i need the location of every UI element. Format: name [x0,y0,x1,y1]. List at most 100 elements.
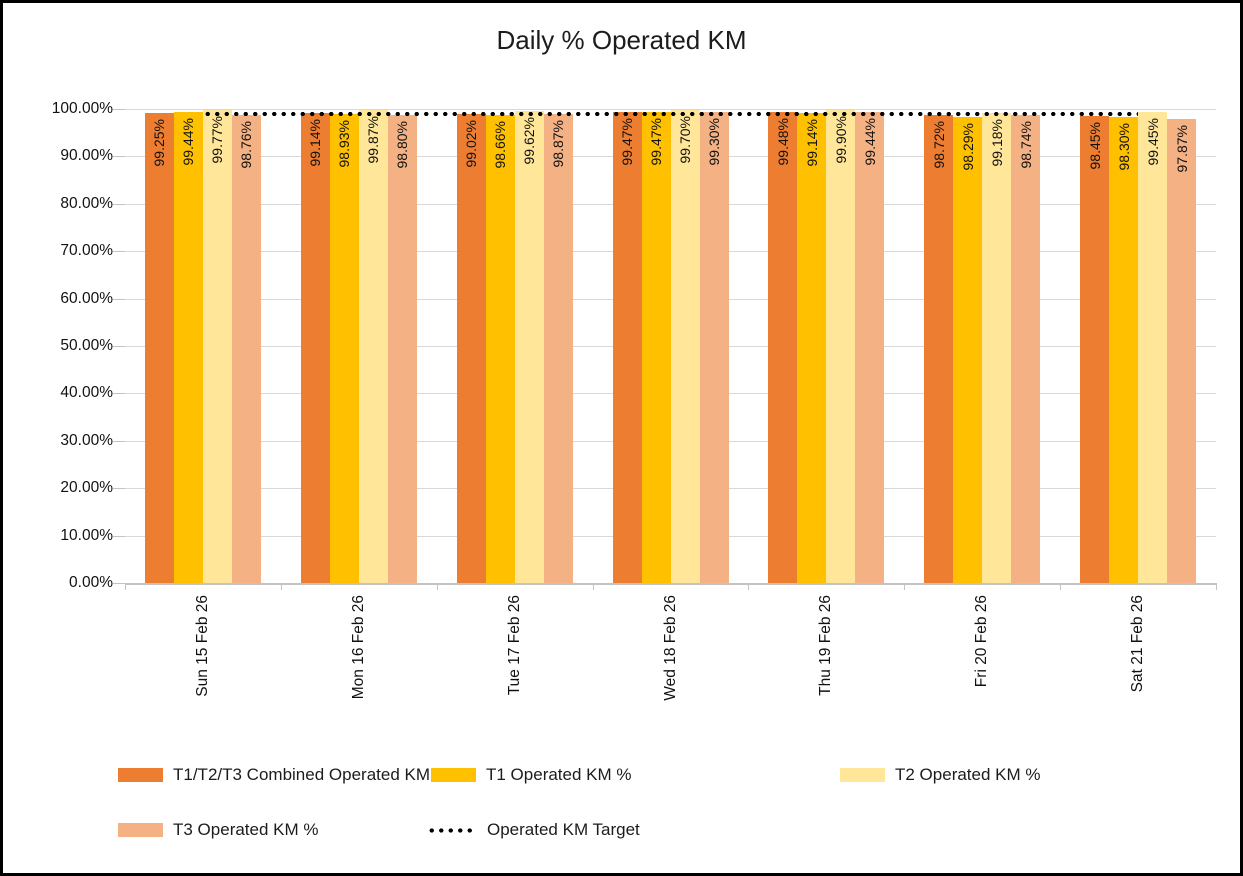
bar-data-label: 99.02% [463,119,480,168]
y-axis-tick-label: 40.00% [60,384,113,402]
y-axis-tick-label: 60.00% [60,289,113,307]
y-axis-tick-label: 90.00% [60,147,113,165]
bar[interactable]: 99.90% [826,109,856,583]
x-axis-cell: Tue 17 Feb 26 [437,587,593,727]
x-axis-tick-mark [436,583,438,590]
bar-data-label: 99.44% [861,117,878,166]
bar-data-label: 98.29% [959,123,976,171]
x-axis-cell: Wed 18 Feb 26 [593,587,749,727]
y-axis-tick-label: 0.00% [69,574,113,591]
bar[interactable]: 99.87% [358,109,388,583]
x-axis-label: Tue 17 Feb 26 [505,595,523,696]
y-axis-tick-label: 50.00% [60,337,113,354]
legend-color-swatch [431,768,476,782]
legend-label: T1/T2/T3 Combined Operated KM % [173,765,450,784]
bar[interactable]: 98.66% [485,115,515,583]
legend-color-swatch [118,768,163,782]
y-axis-tick-mark [113,346,125,347]
y-axis-tick-mark [113,203,125,205]
legend-item[interactable]: T2 Operated KM % [840,765,1041,785]
bar-data-label: 99.70% [677,116,693,164]
bar[interactable]: 99.70% [670,110,700,583]
legend-label: T1 Operated KM % [486,765,632,784]
y-axis-tick-mark [113,393,125,395]
bar[interactable]: 98.30% [1109,117,1139,583]
bar-data-label: 98.87% [550,120,567,168]
bar-data-label: 99.90% [832,115,849,163]
bar[interactable]: 97.87% [1167,119,1197,583]
bar[interactable]: 99.14% [300,113,330,583]
x-axis-tick-mark [280,583,282,590]
plot-area: 99.25% 99.44% 99.77% 98.76% 99.14% 98.93% 99.8… [125,109,1217,590]
bar-group: 99.02% 98.66% 99.62% 98.87% [437,109,593,583]
bar[interactable]: 99.44% [173,111,203,583]
chart-title[interactable]: Daily % Operated KM [496,25,747,55]
x-axis-tick-mark [748,583,750,590]
legend-color-swatch [118,823,163,837]
bar-data-label: 98.45% [1086,122,1103,170]
legend-item[interactable]: T1 Operated KM % [431,765,632,785]
bar-data-label: 98.74% [1017,121,1034,169]
bar-data-label: 99.47% [619,117,635,165]
x-axis-cell: Sat 21 Feb 26 [1060,587,1216,727]
legend-item[interactable]: Operated KM Target [427,820,640,840]
y-axis-tick-mark [113,535,125,537]
y-axis-tick-mark [113,109,125,110]
bar[interactable]: 98.74% [1011,115,1041,583]
bar-data-label: 99.45% [1144,117,1161,166]
bar-group: 99.47% 99.47% 99.70% 99.30% [593,109,749,583]
bar[interactable]: 99.02% [456,113,486,583]
bar-data-label: 98.30% [1115,123,1132,171]
bar-group: 99.48% 99.14% 99.90% 99.44% [748,109,904,583]
bar[interactable]: 99.25% [144,112,174,583]
bar-data-label: 99.14% [803,119,820,167]
bar[interactable]: 99.30% [699,112,729,583]
bar-group: 98.45% 98.30% 99.45% 97.87% [1060,109,1216,583]
bar[interactable]: 98.87% [543,114,573,583]
x-axis-label: Mon 16 Feb 26 [349,595,367,700]
legend-item[interactable]: T1/T2/T3 Combined Operated KM % [118,765,450,785]
legend-dotted-line-swatch [427,827,477,833]
bar-data-label: 99.77% [209,116,226,164]
bar-group: 98.72% 98.29% 99.18% 98.74% [904,109,1060,583]
bar[interactable]: 99.18% [982,112,1012,583]
bar-data-label: 98.66% [492,121,509,169]
bar[interactable]: 99.47% [641,111,671,583]
y-axis-tick-mark [113,488,125,490]
bar[interactable]: 99.44% [855,111,885,583]
y-axis-tick-label: 100.00% [51,100,113,117]
bar-data-label: 97.87% [1173,125,1190,173]
x-axis-cell: Fri 20 Feb 26 [904,587,1060,727]
bar-data-label: 99.47% [648,117,664,165]
y-axis-tick-label: 70.00% [60,242,113,260]
bar[interactable]: 98.93% [329,114,359,583]
bar[interactable]: 99.48% [768,111,798,583]
bar[interactable]: 98.45% [1080,116,1110,583]
bar[interactable]: 99.45% [1138,111,1168,583]
bar[interactable]: 99.47% [612,111,642,583]
y-axis-tick-mark [113,251,125,253]
bar[interactable]: 98.72% [924,115,954,583]
bar[interactable]: 99.77% [202,110,232,583]
bar-groups: 99.25% 99.44% 99.77% 98.76% 99.14% 98.93% 99.8… [125,109,1216,583]
bar[interactable]: 99.14% [797,113,827,583]
bar-data-label: 99.30% [706,118,722,166]
bar[interactable]: 98.29% [953,117,983,583]
target-line[interactable] [202,111,1139,117]
x-axis-label: Sun 15 Feb 26 [193,595,211,697]
x-axis-tick-mark [904,583,906,590]
y-axis-tick-mark [113,298,125,300]
bar-data-label: 98.80% [394,120,411,169]
bar-data-label: 99.25% [151,118,168,167]
legend-label: Operated KM Target [487,820,640,839]
bar[interactable]: 98.80% [387,114,417,583]
x-axis-label: Fri 20 Feb 26 [973,595,991,688]
x-axis-tick-mark [1216,583,1217,590]
bar[interactable]: 99.62% [514,110,544,583]
legend-label: T3 Operated KM % [173,820,319,839]
legend-item[interactable]: T3 Operated KM % [118,820,319,840]
bar[interactable]: 98.76% [231,114,261,583]
y-axis-tick-label: 30.00% [60,431,113,449]
gridline [125,109,1216,110]
